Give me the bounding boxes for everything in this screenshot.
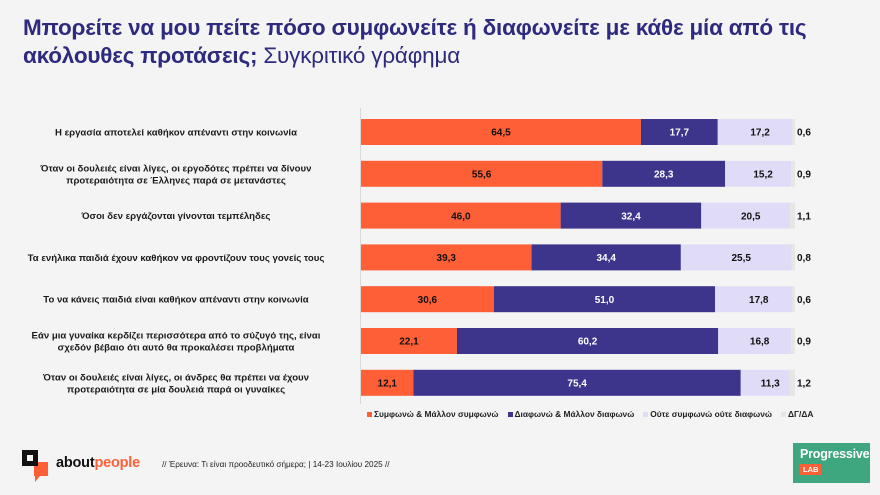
logo-about: about	[56, 455, 95, 471]
legend-label: ΔΓ/ΔΑ	[787, 409, 814, 419]
aboutpeople-logo-text: aboutpeople	[56, 455, 140, 471]
bar-segment-dkna	[791, 244, 795, 271]
data-label: 20,5	[741, 211, 761, 222]
data-label: 16,8	[750, 337, 770, 348]
bar-segment-neutral	[715, 286, 793, 313]
progressive-lab-name: Progressive	[800, 447, 870, 461]
legend: Συμφωνώ & Μάλλον συμφωνώ Διαφωνώ & Μάλλον…	[367, 409, 813, 419]
legend-label: Διαφωνώ & Μάλλον διαφωνώ	[514, 409, 635, 419]
data-label: 0,6	[797, 295, 811, 306]
bar-row: 39,3 34,4 25,5 0,8	[361, 244, 811, 271]
title-question: Μπορείτε να μου πείτε πόσο συμφωνείτε ή …	[23, 15, 807, 68]
data-label: 28,3	[654, 170, 674, 181]
legend-label: Ούτε συμφωνώ ούτε διαφωνώ	[650, 409, 772, 419]
bar-segment-agree	[361, 160, 603, 187]
bar-segment-neutral	[701, 202, 791, 229]
bar-segment-disagree	[493, 286, 716, 313]
data-label: 0,8	[797, 253, 811, 264]
bar-segment-agree	[361, 202, 561, 229]
bar-segment-dkna	[789, 369, 795, 396]
bar-row: 22,1 60,2 16,8 0,9	[361, 328, 811, 354]
bar-segment-disagree	[602, 160, 726, 187]
data-label: 30,6	[418, 295, 438, 306]
bar-segment-disagree	[456, 328, 719, 354]
data-label: 17,7	[670, 128, 690, 139]
bar-segment-dkna	[792, 119, 795, 145]
progressive-lab-tag: LAB	[800, 464, 822, 475]
bar-segment-dkna	[792, 286, 795, 313]
legend-label: Συμφωνώ & Μάλλον συμφωνώ	[374, 409, 499, 419]
data-label: 0,9	[797, 337, 811, 348]
data-label: 32,4	[621, 211, 641, 222]
data-label: 39,3	[437, 253, 457, 264]
bar-row: 64,5 17,7 17,2 0,6	[361, 119, 811, 145]
bar-segment-neutral	[740, 369, 790, 396]
bar-segment-neutral	[717, 119, 793, 145]
bar-segment-agree	[361, 119, 641, 145]
data-label: 34,4	[596, 253, 616, 264]
data-label: 64,5	[491, 128, 511, 139]
data-label: 1,2	[797, 379, 811, 390]
legend-item: Ούτε συμφωνώ ούτε διαφωνώ	[643, 409, 772, 419]
bar-row: 55,6 28,3 15,2 0,9	[361, 160, 811, 187]
survey-footnote: // Έρευνα: Τι είναι προοδευτικό σήμερα; …	[162, 460, 390, 469]
category-label: Όσοι δεν εργάζονται γίνονται τεμπέληδες	[81, 211, 271, 222]
data-label: 1,1	[797, 211, 811, 222]
data-label: 22,1	[399, 337, 419, 348]
bar-segment-neutral	[680, 244, 792, 271]
bar-segment-agree	[361, 244, 532, 271]
bar-segment-neutral	[718, 328, 792, 354]
data-label: 75,4	[567, 379, 587, 390]
data-label: 0,9	[797, 170, 811, 181]
bar-segment-dkna	[790, 202, 795, 229]
aboutpeople-logo-icon	[22, 450, 48, 482]
logo-people: people	[94, 455, 140, 471]
bar-row: 12,1 75,4 11,3 1,2	[361, 369, 811, 396]
data-label: 46,0	[451, 211, 471, 222]
bar-segment-dkna	[791, 328, 795, 354]
category-labels: Η εργασία αποτελεί καθήκον απέναντι στην…	[28, 128, 325, 396]
bar-segment-agree	[361, 328, 457, 354]
legend-item: Διαφωνώ & Μάλλον διαφωνώ	[507, 409, 635, 419]
page-title: Μπορείτε να μου πείτε πόσο συμφωνείτε ή …	[23, 14, 873, 70]
category-label: Το να κάνεις παιδιά είναι καθήκον απέναν…	[43, 295, 309, 306]
legend-swatch	[507, 411, 513, 417]
data-label: 17,8	[749, 295, 769, 306]
data-label: 51,0	[595, 295, 615, 306]
data-label: 55,6	[472, 170, 492, 181]
data-label: 12,1	[378, 379, 398, 390]
bar-segment-agree	[361, 286, 494, 313]
data-label: 60,2	[578, 337, 598, 348]
bar-row: 30,6 51,0 17,8 0,6	[361, 286, 811, 313]
bar-segment-disagree	[413, 369, 741, 396]
progressive-lab-logo: Progressive LAB	[793, 443, 870, 483]
bar-segment-disagree	[640, 119, 718, 145]
bar-row: 46,0 32,4 20,5 1,1	[361, 202, 811, 229]
category-label: Τα ενήλικα παιδιά έχουν καθήκον να φροντ…	[28, 253, 325, 264]
bar-segment-dkna	[791, 160, 795, 187]
title-subtitle: Συγκριτικό γράφημα	[263, 43, 461, 68]
bar-segment-disagree	[560, 202, 702, 229]
category-label: Η εργασία αποτελεί καθήκον απέναντι στην…	[55, 128, 297, 139]
legend-swatch	[367, 411, 372, 417]
legend-item: ΔΓ/ΔΑ	[780, 409, 814, 419]
bar-segment-neutral	[725, 160, 792, 187]
data-label: 25,5	[731, 253, 751, 264]
data-label: 0,6	[797, 128, 811, 139]
category-label: Όταν οι δουλειές είναι λίγες, οι εργοδότ…	[40, 163, 312, 186]
data-label: 11,3	[761, 379, 780, 390]
data-label: 17,2	[750, 128, 770, 139]
data-label: 15,2	[753, 170, 773, 181]
legend-item: Συμφωνώ & Μάλλον συμφωνώ	[367, 409, 499, 419]
legend-swatch	[643, 411, 649, 417]
bar-segment-disagree	[531, 244, 681, 271]
category-label: Όταν οι δουλειές είναι λίγες, οι άνδρες …	[42, 372, 309, 395]
bars: 64,5 17,7 17,2 0,6 55,6 28,3 15,2 0,9 46,0 32,4 20…	[361, 119, 811, 396]
bar-segment-agree	[361, 369, 414, 396]
category-label: Εάν μια γυναίκα κερδίζει περισσότερα από…	[32, 331, 321, 354]
legend-swatch	[780, 411, 786, 417]
